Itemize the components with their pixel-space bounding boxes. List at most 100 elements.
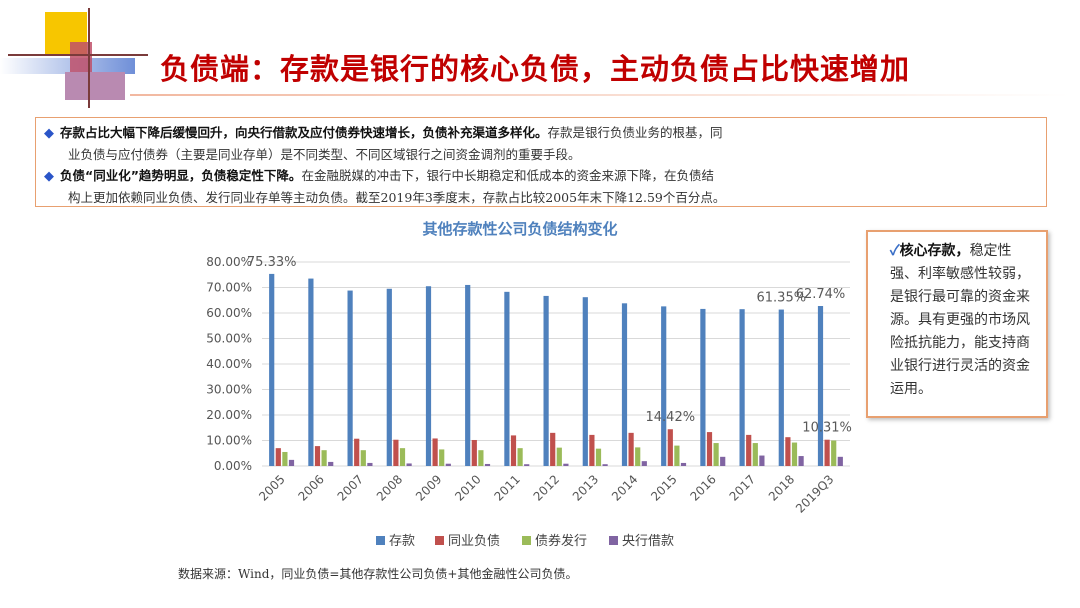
x-axis-ticks: 2005 2006 2007 2008 2009 2010 2011 2012 2013 2014… <box>256 472 836 516</box>
x-tick-label: 2008 <box>374 472 405 503</box>
bar-债券发行 <box>791 442 798 466</box>
data-source: 数据来源：Wind，同业负债=其他存款性公司负债+其他金融性公司负债。 <box>178 567 578 581</box>
bar-同业负债 <box>510 435 517 466</box>
core-deposit-note: ✓核心存款，稳定性强、利率敏感性较弱，是银行最可靠的资金来源。具有更强的市场风险… <box>866 230 1048 418</box>
bar-央行借款 <box>837 456 843 466</box>
x-tick-label: 2012 <box>531 472 562 503</box>
bar-央行借款 <box>445 463 451 466</box>
data-label: 75.33% <box>247 255 297 270</box>
legend-label: 央行借款 <box>622 534 674 549</box>
bar-债券发行 <box>517 448 523 466</box>
data-label: 61.35% <box>757 291 807 306</box>
bar-存款 <box>817 306 824 466</box>
bar-存款 <box>621 303 628 466</box>
bar-同业负债 <box>550 432 556 466</box>
legend-swatch <box>435 536 444 545</box>
decor-pink-square <box>70 42 92 72</box>
bar-央行借款 <box>367 462 373 466</box>
diamond-bullet-icon: ◆ <box>44 126 54 141</box>
y-axis-ticks: 0.00% 10.00% 20.00% 30.00% 40.00% 50.00% 60.00… <box>206 255 252 473</box>
bar-同业负债 <box>432 438 438 466</box>
bar-同业负债 <box>354 438 360 466</box>
bullet-item: ◆ 存款占比大幅下降后缓慢回升，向央行借款及应付债券快速增长，负债补充渠道多样化。… <box>44 122 1038 144</box>
title-underline <box>130 94 1070 96</box>
bar-债券发行 <box>478 450 484 466</box>
legend-label: 同业负债 <box>448 534 500 549</box>
x-tick-label: 2011 <box>491 472 522 503</box>
bar-存款 <box>543 295 549 466</box>
bar-存款 <box>269 273 275 466</box>
data-label: 62.74% <box>796 287 846 302</box>
bar-央行借款 <box>406 463 412 466</box>
x-tick-label: 2014 <box>609 472 640 503</box>
check-icon: ✓ <box>890 243 900 259</box>
x-tick-label: 2017 <box>727 472 758 503</box>
bar-存款 <box>778 309 784 466</box>
bar-债券发行 <box>556 447 562 466</box>
summary-box: ◆ 存款占比大幅下降后缓慢回升，向央行借款及应付债券快速增长，负债补充渠道多样化。… <box>35 117 1047 207</box>
x-tick-label: 2009 <box>413 472 444 503</box>
bar-央行借款 <box>563 463 569 466</box>
bullet-item: ◆ 负债“同业化”趋势明显，负债稳定性下降。在金融脱媒的冲击下，银行中长期稳定和低… <box>44 165 1038 187</box>
legend-swatch <box>522 536 531 545</box>
decor-vertical-line <box>88 8 90 108</box>
chart-legend: 存款 同业负债 债券发行 央行借款 <box>376 533 674 549</box>
x-tick-label: 2010 <box>452 472 483 503</box>
bar-央行借款 <box>484 463 491 466</box>
bullet-text: 在金融脱媒的冲击下，银行中长期稳定和低成本的资金来源下降，在负债结 <box>301 168 714 183</box>
bar-存款 <box>582 297 588 466</box>
y-tick-label: 20.00% <box>206 408 252 422</box>
data-label: 14.42% <box>646 410 696 425</box>
bar-债券发行 <box>595 448 602 466</box>
bar-同业负债 <box>706 432 713 466</box>
bar-存款 <box>465 284 471 466</box>
bar-同业负债 <box>667 429 673 466</box>
page-title: 负债端：存款是银行的核心负债，主动负债占比快速增加 <box>160 52 911 86</box>
data-label: 10.31% <box>802 421 852 436</box>
bar-同业负债 <box>275 448 281 466</box>
decor-purple-block <box>65 72 125 100</box>
y-tick-label: 60.00% <box>206 306 252 320</box>
diamond-bullet-icon: ◆ <box>44 169 54 184</box>
bar-存款 <box>425 286 432 466</box>
bar-债券发行 <box>399 448 406 466</box>
bar-债券发行 <box>321 450 327 466</box>
bar-债券发行 <box>360 450 366 466</box>
x-tick-label: 2019Q3 <box>793 472 837 516</box>
bar-债券发行 <box>635 447 641 466</box>
x-tick-label: 2018 <box>766 472 797 503</box>
bar-央行借款 <box>524 464 530 466</box>
x-tick-label: 2005 <box>256 472 287 503</box>
y-tick-label: 10.00% <box>206 434 252 448</box>
bar-同业负债 <box>393 439 399 466</box>
bar-同业负债 <box>785 437 791 466</box>
bar-同业负债 <box>589 434 595 466</box>
bar-央行借款 <box>288 459 295 466</box>
decor-horizontal-line <box>8 54 148 56</box>
legend-swatch <box>376 536 385 545</box>
y-tick-label: 30.00% <box>206 383 252 397</box>
x-tick-label: 2013 <box>570 472 601 503</box>
bullet-text: 存款是银行负债业务的根基，同 <box>547 125 723 140</box>
bar-债券发行 <box>282 451 288 466</box>
y-tick-label: 40.00% <box>206 357 252 371</box>
bar-存款 <box>386 288 392 466</box>
chart-grid <box>262 261 850 467</box>
bullet-lead: 负债“同业化”趋势明显，负债稳定性下降。 <box>60 168 302 183</box>
bar-债券发行 <box>439 449 445 466</box>
bar-同业负债 <box>471 439 477 466</box>
legend-label: 债券发行 <box>535 533 587 549</box>
x-tick-label: 2006 <box>295 472 326 503</box>
bar-债券发行 <box>713 443 719 466</box>
bar-同业负债 <box>314 446 321 466</box>
bar-央行借款 <box>759 455 765 466</box>
y-tick-label: 80.00% <box>206 255 252 269</box>
bar-债券发行 <box>752 443 758 466</box>
x-tick-label: 2016 <box>687 472 718 503</box>
bar-存款 <box>700 308 706 466</box>
y-tick-label: 70.00% <box>206 281 252 295</box>
bullet-lead: 存款占比大幅下降后缓慢回升，向央行借款及应付债券快速增长，负债补充渠道多样化。 <box>60 125 548 140</box>
bar-央行借款 <box>602 464 608 466</box>
chart-bars <box>269 273 843 466</box>
bullet-text: 构上更加依赖同业负债、发行同业存单等主动负债。截至2019年3季度末，存款占比较… <box>68 190 726 205</box>
